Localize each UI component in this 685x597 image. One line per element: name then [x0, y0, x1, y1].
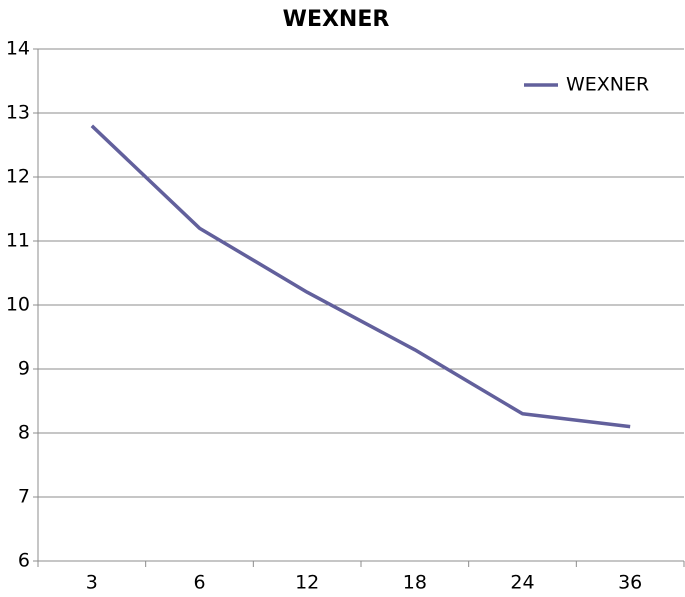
y-tick-label: 6: [18, 550, 30, 572]
x-tick-label: 12: [295, 572, 319, 594]
series-line: [90, 124, 631, 429]
x-tick-label: 6: [193, 572, 205, 594]
y-tick-label: 10: [6, 294, 30, 316]
x-tick-label: 24: [510, 572, 534, 594]
y-tick-label: 13: [6, 102, 30, 124]
y-tick-label: 9: [18, 358, 30, 380]
y-tick-label: 14: [6, 38, 30, 60]
y-tick-label: 8: [18, 422, 30, 444]
y-tick-label: 7: [18, 486, 30, 508]
chart-title: WEXNER: [283, 7, 390, 32]
x-tick-label: 18: [403, 572, 427, 594]
x-tick-label: 3: [86, 572, 98, 594]
x-tick-label: 36: [618, 572, 642, 594]
y-tick-label: 11: [6, 230, 30, 252]
legend-label: WEXNER: [566, 74, 649, 96]
y-tick-label: 12: [6, 166, 30, 188]
